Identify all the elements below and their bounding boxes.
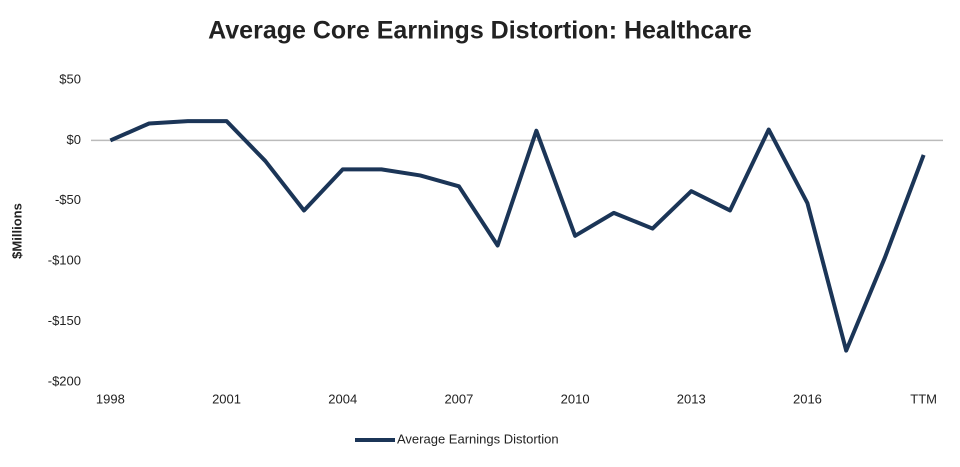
x-tick-label: 2004 xyxy=(328,391,357,406)
x-tick-label: 2016 xyxy=(793,391,822,406)
y-tick-label: -$100 xyxy=(48,253,81,268)
y-tick-label: -$50 xyxy=(55,192,81,207)
y-tick-label: $0 xyxy=(67,132,81,147)
line-series xyxy=(109,119,926,353)
x-tick-label: 2010 xyxy=(561,391,590,406)
chart-title: Average Core Earnings Distortion: Health… xyxy=(208,17,752,45)
x-tick-label: 2007 xyxy=(444,391,473,406)
y-tick-label: -$150 xyxy=(48,313,81,328)
x-tick-label: TTM xyxy=(910,391,937,406)
y-tick-label: $50 xyxy=(59,71,81,86)
y-axis-label: $Millions xyxy=(9,203,24,259)
legend-label: Average Earnings Distortion xyxy=(397,431,559,446)
y-tick-label: -$200 xyxy=(48,373,81,388)
x-tick-label: 2013 xyxy=(677,391,706,406)
x-tick-label: 2001 xyxy=(212,391,241,406)
x-tick-label: 1998 xyxy=(96,391,125,406)
